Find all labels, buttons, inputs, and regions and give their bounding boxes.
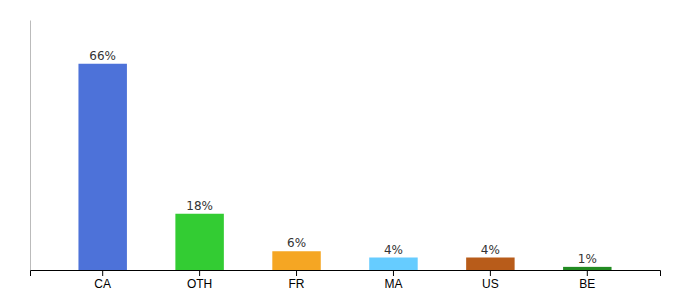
bar bbox=[78, 64, 126, 270]
x-tick: OTH bbox=[187, 270, 212, 291]
data-label: 66% bbox=[89, 49, 116, 63]
data-labels: 66% 18% 6% 4% 4% 1% bbox=[89, 49, 596, 266]
y-axis bbox=[30, 21, 31, 271]
x-tick: FR bbox=[289, 270, 305, 291]
x-tick-mark bbox=[587, 270, 588, 276]
x-tick: CA bbox=[94, 270, 111, 291]
bar bbox=[175, 214, 223, 270]
chart: CA OTH FR MA US BE 66% 18% 6% 4% 4% 1% bbox=[0, 0, 680, 300]
x-tick: BE bbox=[579, 270, 595, 291]
x-tick-mark bbox=[490, 270, 491, 276]
x-tick-label: FR bbox=[289, 277, 305, 291]
data-label: 1% bbox=[578, 252, 597, 266]
data-label: 18% bbox=[186, 199, 213, 213]
y-axis-line bbox=[30, 21, 31, 271]
x-tick-label: CA bbox=[94, 277, 111, 291]
x-tick-label: BE bbox=[579, 277, 595, 291]
data-label: 6% bbox=[287, 236, 306, 250]
data-label: 4% bbox=[481, 243, 500, 257]
x-tick-label: OTH bbox=[187, 277, 212, 291]
x-axis-line bbox=[31, 271, 661, 277]
x-tick-mark bbox=[296, 270, 297, 276]
x-tick: US bbox=[482, 270, 499, 291]
x-axis: CA OTH FR MA US BE bbox=[31, 270, 661, 291]
x-tick: MA bbox=[384, 270, 402, 291]
data-label: 4% bbox=[384, 243, 403, 257]
x-tick-label: US bbox=[482, 277, 499, 291]
bars bbox=[78, 64, 611, 270]
bar bbox=[563, 267, 611, 270]
x-tick-mark bbox=[102, 270, 103, 276]
x-tick-mark bbox=[199, 270, 200, 276]
bar bbox=[272, 251, 320, 270]
bar bbox=[369, 258, 417, 271]
bar bbox=[466, 258, 514, 271]
x-tick-label: MA bbox=[384, 277, 402, 291]
x-tick-mark bbox=[393, 270, 394, 276]
plot: CA OTH FR MA US BE 66% 18% 6% 4% 4% 1% bbox=[31, 21, 661, 291]
